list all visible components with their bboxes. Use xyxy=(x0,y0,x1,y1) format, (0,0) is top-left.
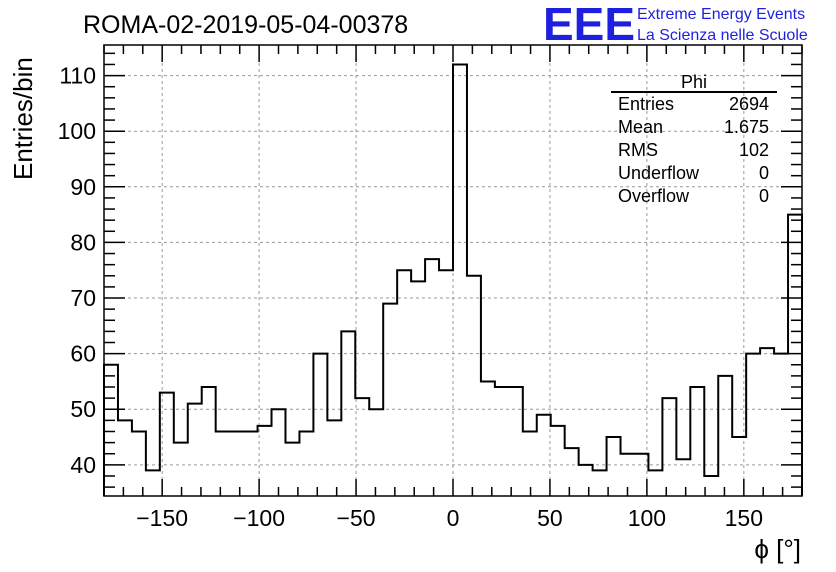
eee-logo: EEE Extreme Energy Events La Scienza nel… xyxy=(543,0,808,50)
logo-line-2: La Scienza nelle Scuole xyxy=(637,27,808,44)
y-tick-label: 50 xyxy=(70,396,96,422)
stats-label: Underflow xyxy=(618,163,700,183)
stats-label: Overflow xyxy=(618,186,690,206)
stats-value: 102 xyxy=(739,140,769,160)
stats-label: Entries xyxy=(618,94,674,114)
y-tick-label: 100 xyxy=(58,118,96,144)
stats-rows: Entries 2694 Mean 1.675 RMS 102 Underflow 0 Over… xyxy=(618,94,769,206)
eee-logo-mark: EEE xyxy=(543,0,635,50)
y-axis-label: Entries/bin xyxy=(8,57,38,180)
chart-title: ROMA-02-2019-05-04-00378 xyxy=(83,11,408,39)
x-tick-label: −150 xyxy=(136,505,188,531)
stats-title: Phi xyxy=(681,72,707,92)
y-tick-label: 40 xyxy=(70,452,96,478)
y-tick-label: 60 xyxy=(70,341,96,367)
x-tick-label: 150 xyxy=(725,505,763,531)
x-tick-label: 100 xyxy=(628,505,666,531)
stats-value: 2694 xyxy=(729,94,769,114)
stats-box: Phi Entries 2694 Mean 1.675 RMS 102 Underflow 0… xyxy=(611,72,777,206)
x-axis-label: ϕ [°] xyxy=(754,534,801,564)
logo-line-1: Extreme Energy Events xyxy=(637,6,805,23)
histogram-outline xyxy=(103,63,803,496)
x-tick-label: 50 xyxy=(537,505,563,531)
tick-labels: −150 −100 −50 0 50 100 150 40 50 60 70 80 90 100 110 xyxy=(58,63,763,531)
y-tick-label: 90 xyxy=(70,174,96,200)
x-tick-label: −100 xyxy=(233,505,285,531)
x-tick-label: −50 xyxy=(337,505,376,531)
stats-label: RMS xyxy=(618,140,658,160)
y-tick-label: 70 xyxy=(70,285,96,311)
y-tick-label: 110 xyxy=(59,63,96,89)
axis-ticks xyxy=(103,45,803,496)
x-tick-label: 0 xyxy=(447,505,460,531)
y-tick-label: 80 xyxy=(70,229,96,255)
stats-value: 0 xyxy=(759,186,769,206)
stats-value: 0 xyxy=(759,163,769,183)
stats-label: Mean xyxy=(618,117,663,137)
stats-value: 1.675 xyxy=(724,117,769,137)
